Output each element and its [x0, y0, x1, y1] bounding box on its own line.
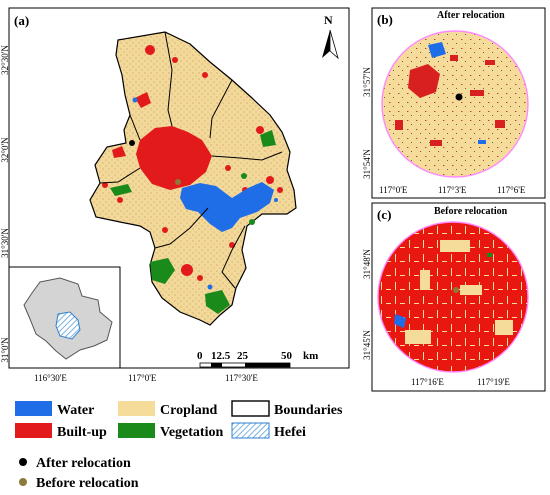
water-bodies [132, 97, 278, 290]
after-relocation-point-b [455, 93, 463, 101]
panel-a: (a) N [0, 7, 350, 383]
legend-label-vegetation: Vegetation [160, 425, 223, 440]
before-relocation-point [175, 179, 181, 185]
legend-label-after-relocation: After relocation [36, 456, 131, 471]
lat-tick-c-1: 31°45'N [362, 330, 372, 360]
legend-swatch-cropland [118, 401, 155, 416]
after-relocation-point [129, 140, 135, 146]
panel-c-title: Before relocation [434, 206, 508, 217]
legend-swatch-hefei [231, 422, 270, 439]
legend-after-relocation-dot [19, 458, 27, 466]
lat-tick-a-0: 32°30'N [0, 45, 10, 75]
water-lake [180, 182, 274, 232]
built-up-b [395, 55, 505, 146]
lon-tick-b-0: 117°0'E [379, 185, 408, 195]
lat-tick-b-1: 31°54'N [362, 149, 372, 179]
lon-tick-b-2: 117°6'E [497, 185, 526, 195]
water-c [394, 314, 406, 328]
lon-tick-a-1: 117°0'E [128, 373, 157, 383]
north-arrow-icon [322, 29, 339, 60]
lon-tick-a-2: 117°30'E [225, 373, 258, 383]
lat-tick-a-3: 31°0'N [0, 337, 10, 363]
panel-b: (b) After relocation 31°57'N 31°54'N [362, 7, 546, 199]
legend-swatch-vegetation [118, 423, 155, 438]
lat-tick-a-1: 32°0'N [0, 137, 10, 163]
scale-tick-0: 0 [197, 350, 203, 362]
legend-label-water: Water [57, 403, 94, 418]
panel-c: (c) Before relocation 31°48'N 31°45'N 11… [362, 202, 546, 392]
legend-before-relocation-dot [19, 478, 27, 486]
legend-label-cropland: Cropland [160, 403, 218, 418]
lon-tick-c-0: 117°16'E [411, 377, 444, 387]
inset-map [8, 266, 121, 369]
scale-tick-3: 50 [281, 350, 293, 362]
legend-swatch-water [15, 401, 52, 416]
hefei-inset-icon [55, 311, 81, 340]
lon-tick-b-1: 117°3'E [438, 185, 467, 195]
panel-c-label: (c) [377, 207, 391, 222]
panel-b-title: After relocation [437, 10, 505, 21]
district-boundaries [99, 31, 283, 289]
legend-swatch-boundaries [231, 400, 270, 417]
scale-tick-1: 12.5 [211, 350, 231, 362]
scale-tick-2: 25 [237, 350, 249, 362]
vegetation-areas [110, 130, 276, 314]
lat-tick-c-0: 31°48'N [362, 249, 372, 279]
vegetation-c [487, 253, 492, 257]
north-label: N [324, 13, 333, 27]
scale-bar: 0 12.5 25 50 km [197, 350, 318, 368]
legend-label-hefei: Hefei [274, 425, 306, 440]
lat-tick-b-0: 31°57'N [362, 67, 372, 97]
legend-label-before-relocation: Before relocation [36, 476, 139, 491]
legend-swatch-built-up [15, 423, 52, 438]
legend: Water Cropland Boundaries Built-up Veget… [15, 400, 343, 491]
lon-tick-c-1: 117°19'E [477, 377, 510, 387]
lat-tick-a-2: 31°30'N [0, 228, 10, 258]
cropland-c [405, 240, 513, 344]
panel-b-label: (b) [377, 12, 393, 27]
before-relocation-point-c [453, 287, 459, 293]
legend-label-boundaries: Boundaries [274, 403, 343, 418]
panel-a-label: (a) [14, 13, 29, 28]
scale-unit: km [303, 350, 318, 362]
legend-label-built-up: Built-up [57, 425, 107, 440]
lon-tick-a-0: 116°30'E [34, 373, 67, 383]
built-up-area [102, 45, 283, 301]
